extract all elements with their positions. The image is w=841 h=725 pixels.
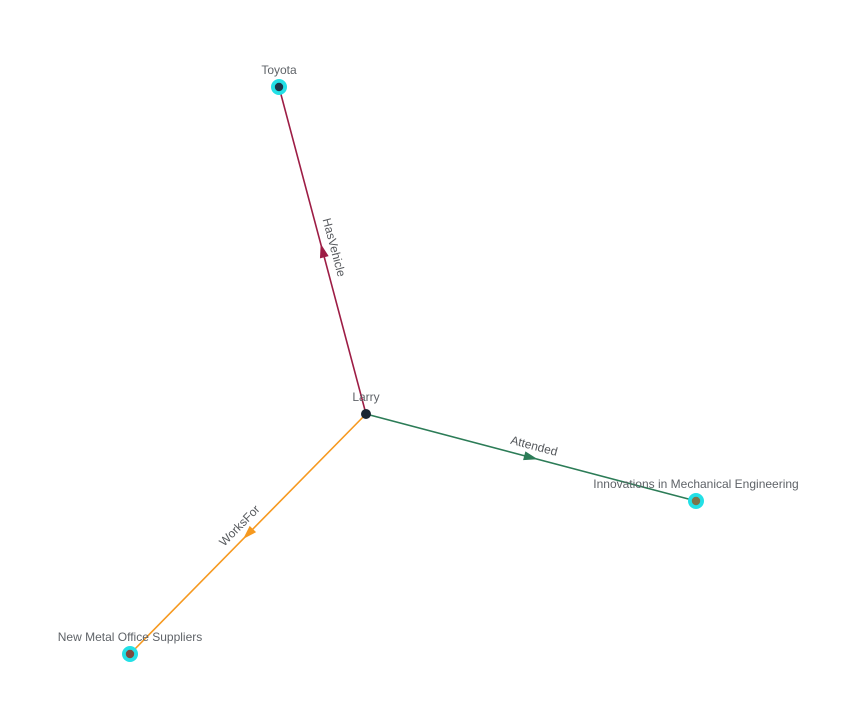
node-dot-innovations[interactable] xyxy=(691,496,701,506)
node-toyota[interactable] xyxy=(271,79,287,95)
edge-arrow-hasvehicle xyxy=(319,243,329,259)
node-label-toyota: Toyota xyxy=(261,63,297,77)
node-dot-new-metal[interactable] xyxy=(125,649,135,659)
edge-label-hasvehicle: HasVehicle xyxy=(320,217,349,279)
node-dot-toyota[interactable] xyxy=(274,82,284,92)
node-new-metal[interactable] xyxy=(122,646,138,662)
node-label-larry: Larry xyxy=(352,390,379,404)
edge-arrow-attended xyxy=(523,451,538,461)
node-larry[interactable] xyxy=(361,409,371,419)
edge-label-attended: Attended xyxy=(509,433,559,459)
node-label-innovations: Innovations in Mechanical Engineering xyxy=(593,477,798,491)
edge-worksfor[interactable] xyxy=(129,413,367,655)
node-label-new-metal: New Metal Office Suppliers xyxy=(58,630,203,644)
edge-arrow-worksfor xyxy=(243,525,257,539)
node-innovations[interactable] xyxy=(688,493,704,509)
edge-hasvehicle[interactable] xyxy=(278,86,367,415)
edge-layer xyxy=(129,86,697,655)
label-layer: HasVehicleAttendedWorksForToyotaLarryInn… xyxy=(58,63,799,644)
node-layer xyxy=(122,79,704,662)
node-dot-larry[interactable] xyxy=(361,409,371,419)
edge-attended[interactable] xyxy=(365,413,697,502)
